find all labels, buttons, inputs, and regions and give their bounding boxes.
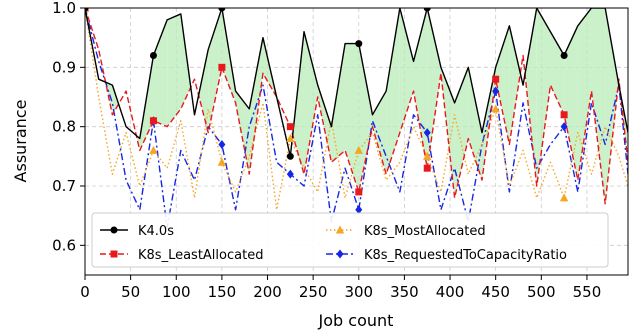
data-point-K4.0s — [423, 8, 431, 12]
data-point-K8s_MostAllocated — [354, 145, 363, 154]
fill-area-segment — [591, 8, 606, 204]
x-tick-label: 500 — [527, 283, 556, 301]
x-tick-label: 450 — [481, 283, 510, 301]
y-tick-label: 0.9 — [52, 58, 76, 76]
fill-area-segment — [577, 8, 592, 181]
plot-frame — [84, 7, 629, 276]
fill-area-segment — [536, 8, 551, 186]
y-tick-label: 0.7 — [52, 177, 76, 195]
data-point-K8s_MostAllocated — [559, 193, 569, 202]
y-tick-label: 1.0 — [52, 0, 76, 17]
fill-area-segment — [468, 67, 482, 181]
fill-area-segment — [605, 8, 619, 204]
y-axis: 0.6 0.7 0.8 0.9 1.0 — [52, 0, 85, 254]
legend-label-K8s_RequestedToCapacityRatio: K8s_RequestedToCapacityRatio — [364, 248, 567, 263]
legend-box — [91, 212, 609, 268]
x-axis: 0 50 100 150 200 250 300 350 400 450 500 550 — [80, 275, 601, 301]
fill-area-segment — [454, 67, 469, 198]
data-point-K8s_MostAllocated — [217, 157, 227, 166]
fill-area-segment — [550, 31, 565, 115]
series-line-K8s_RequestedToCapacityRatio — [85, 8, 628, 229]
x-tick-label: 0 — [80, 283, 90, 301]
data-point-K8s_LeastAllocated — [560, 111, 568, 119]
x-tick-label: 350 — [390, 283, 419, 301]
y-tick-label: 0.6 — [52, 236, 76, 254]
legend-marker-K4.0s — [110, 226, 118, 234]
legend-label-K8s_MostAllocated: K8s_MostAllocated — [364, 224, 486, 239]
y-axis-title: Assurance — [11, 100, 30, 183]
fill-area-segment — [427, 8, 441, 169]
fill-area-segment — [620, 93, 628, 163]
x-tick-label: 150 — [208, 283, 237, 301]
x-tick-label: 250 — [299, 283, 328, 301]
legend-marker-K8s_RequestedToCapacityRatio — [336, 249, 344, 259]
data-point-K8s_MostAllocated — [491, 104, 500, 113]
fill-area-segment — [167, 13, 181, 127]
fill-area-segment — [292, 31, 305, 175]
fill-area-segment — [399, 8, 414, 133]
x-tick-label: 400 — [436, 283, 465, 301]
fill-area-segment — [112, 85, 119, 115]
data-point-K8s_MostAllocated — [423, 151, 432, 160]
fill-area-segment — [509, 25, 521, 145]
fill-area-segment — [564, 25, 578, 181]
x-tick-label: 200 — [253, 283, 282, 301]
data-point-K8s_LeastAllocated — [286, 123, 294, 131]
series-line-K8s_MostAllocated — [85, 8, 628, 211]
data-point-K4.0s — [560, 51, 568, 59]
data-point-K4.0s — [149, 51, 157, 59]
fill-area-segment — [358, 43, 373, 192]
legend-marker-K8s_MostAllocated — [335, 225, 345, 234]
data-point-K4.0s — [286, 152, 294, 160]
x-tick-label: 50 — [121, 283, 140, 301]
legend: K4.0s K8s_MostAllocated K8s_LeastAllocated… — [91, 212, 609, 268]
data-point-K8s_MostAllocated — [149, 145, 158, 154]
data-point-K8s_RequestedToCapacityRatio — [423, 128, 431, 138]
fill-area-segment — [304, 31, 318, 175]
fill-area-segment — [180, 13, 191, 109]
fill-area-segment — [317, 85, 332, 163]
data-point-K8s_LeastAllocated — [492, 75, 500, 83]
marker-layer — [85, 8, 569, 215]
x-axis-title: Job count — [318, 311, 394, 330]
fill-area-segment — [198, 49, 209, 133]
data-point-K8s_LeastAllocated — [355, 188, 363, 196]
data-point-K8s_RequestedToCapacityRatio — [286, 169, 294, 179]
series-line-K8s_LeastAllocated — [85, 8, 628, 205]
data-point-K8s_LeastAllocated — [423, 164, 431, 172]
data-point-K4.0s — [218, 8, 226, 12]
data-point-K4.0s — [355, 40, 363, 48]
x-tick-label: 100 — [162, 283, 191, 301]
data-point-K8s_LeastAllocated — [149, 117, 157, 125]
x-tick-label: 300 — [344, 283, 373, 301]
data-point-K8s_RequestedToCapacityRatio — [218, 139, 226, 149]
data-point-K4.0s — [85, 8, 89, 12]
fill-area-segment — [495, 25, 510, 145]
fill-area-segment — [372, 91, 387, 175]
data-point-K8s_MostAllocated — [286, 134, 295, 143]
fill-area-segment — [331, 43, 346, 163]
legend-label-K4.0s: K4.0s — [138, 224, 174, 239]
legend-marker-K8s_LeastAllocated — [110, 250, 118, 258]
x-tick-label: 550 — [573, 283, 602, 301]
fill-area-segment — [386, 8, 400, 175]
data-point-K8s_RequestedToCapacityRatio — [560, 122, 568, 132]
fill-area-segment — [235, 91, 250, 175]
fill-area-segment — [153, 19, 168, 127]
data-point-K8s_RequestedToCapacityRatio — [492, 86, 500, 96]
fill-area-segment — [525, 8, 537, 186]
data-point-K8s_RequestedToCapacityRatio — [355, 205, 363, 215]
legend-label-K8s_LeastAllocated: K8s_LeastAllocated — [138, 248, 263, 263]
y-tick-label: 0.8 — [52, 118, 76, 136]
fill-area-segment — [345, 43, 359, 192]
data-point-K8s_LeastAllocated — [218, 63, 226, 71]
fill-area-segment — [136, 135, 140, 151]
